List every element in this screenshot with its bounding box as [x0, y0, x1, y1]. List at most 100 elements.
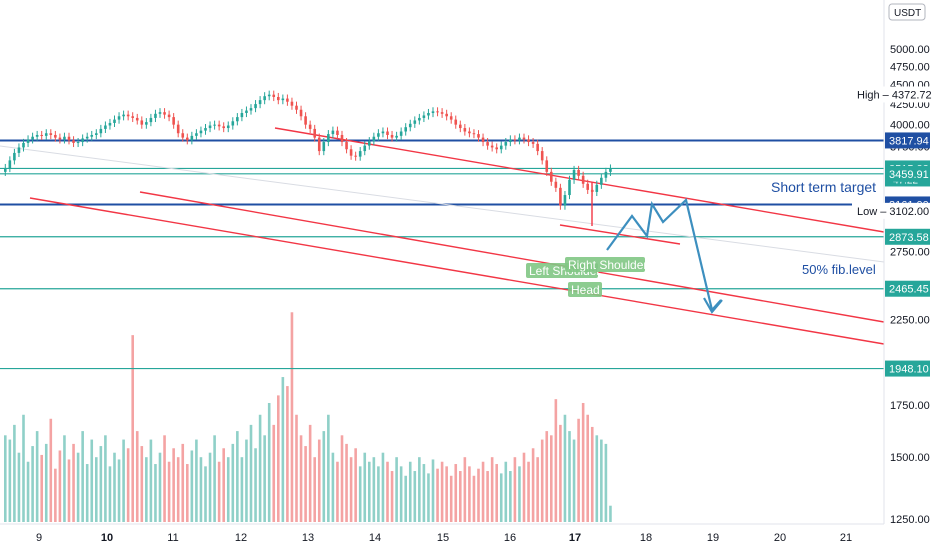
- candle: [240, 108, 244, 122]
- candle: [363, 141, 367, 156]
- volume-bar: [600, 439, 603, 522]
- volume-bar: [354, 448, 357, 522]
- candle: [135, 113, 139, 125]
- candle: [17, 143, 21, 158]
- time-tick-label: 9: [36, 532, 42, 544]
- time-tick-label: 11: [167, 532, 178, 544]
- candle: [81, 134, 84, 147]
- candle: [117, 112, 121, 124]
- candle: [58, 133, 62, 144]
- volume-bar: [604, 443, 608, 522]
- volume-bars: [4, 312, 612, 522]
- volume-bar: [199, 457, 203, 522]
- volume-bar: [126, 448, 130, 522]
- candle: [550, 167, 553, 186]
- candle: [440, 108, 444, 118]
- price-tick-label: 2250.00: [890, 315, 930, 327]
- volume-bar: [449, 475, 453, 522]
- time-tick-label: 20: [774, 532, 786, 544]
- candlesticks: [4, 90, 612, 210]
- volume-bar: [4, 435, 7, 522]
- volume-bar: [31, 446, 34, 522]
- channel-line-3: [0, 145, 885, 263]
- volume-bar: [81, 431, 84, 522]
- candle: [113, 115, 116, 128]
- candle: [204, 124, 207, 135]
- candle: [399, 127, 403, 140]
- candle: [481, 133, 485, 147]
- volume-bar: [349, 457, 353, 522]
- volume-bar: [509, 471, 512, 522]
- neckline: [559, 224, 681, 245]
- volume-bar: [518, 466, 521, 522]
- candle: [572, 165, 576, 184]
- candle: [531, 137, 535, 148]
- candle: [377, 129, 380, 141]
- price-tick-label: 2750.00: [890, 247, 930, 259]
- candle: [126, 110, 130, 121]
- volume-bar: [149, 439, 153, 522]
- volume-bar: [550, 435, 553, 522]
- candle: [145, 118, 148, 129]
- horizontal-levels: [0, 139, 884, 370]
- candle: [322, 137, 326, 156]
- candle: [386, 127, 389, 140]
- volume-bar: [222, 448, 225, 522]
- volume-bar: [499, 473, 503, 522]
- candle: [63, 132, 66, 144]
- volume-bar: [427, 473, 430, 522]
- candle: [76, 137, 80, 148]
- candle: [13, 148, 16, 165]
- time-axis[interactable]: 9 10 11 12 13 14 15 16 17 18 19 20 21: [0, 523, 884, 544]
- time-tick-label: 16: [504, 532, 516, 544]
- volume-bar: [563, 414, 567, 522]
- volume-bar: [135, 431, 139, 522]
- candle: [236, 113, 239, 126]
- candle: [67, 132, 71, 145]
- price-axis[interactable]: USDT 5000.004750.004500.004250.004000.00…: [852, 0, 932, 526]
- price-box: 3817.94: [885, 132, 930, 149]
- time-tick-label: 21: [840, 532, 852, 544]
- candle: [35, 130, 39, 141]
- volume-bar: [63, 435, 66, 522]
- volume-bar: [345, 443, 348, 522]
- price-tick-label: 1250.00: [890, 514, 930, 526]
- volume-bar: [527, 461, 530, 522]
- currency-badge[interactable]: [888, 3, 926, 21]
- volume-bar: [85, 464, 89, 522]
- volume-bar: [299, 435, 303, 522]
- volume-bar: [226, 457, 230, 522]
- candle: [381, 127, 385, 138]
- candle: [277, 92, 280, 105]
- candle: [190, 131, 194, 145]
- svg-text:2465.45: 2465.45: [889, 284, 929, 296]
- volume-bar: [277, 395, 280, 522]
- volume-bar: [13, 424, 16, 522]
- volume-bar: [231, 443, 235, 522]
- candle: [413, 116, 417, 128]
- candle: [245, 106, 248, 118]
- candle: [8, 156, 12, 173]
- candle: [418, 113, 421, 125]
- candle: [336, 126, 339, 140]
- volume-bar: [190, 450, 194, 522]
- volume-bar: [67, 459, 71, 522]
- volume-bar: [595, 435, 599, 522]
- volume-bar: [35, 431, 39, 522]
- volume-bar: [454, 464, 458, 522]
- volume-bar: [217, 461, 221, 522]
- volume-bar: [386, 461, 389, 522]
- volume-bar: [122, 439, 125, 522]
- volume-bar: [368, 461, 371, 522]
- volume-bar: [463, 457, 467, 522]
- volume-bar: [145, 457, 148, 522]
- candle: [513, 135, 517, 145]
- candle: [372, 132, 376, 146]
- volume-bar: [254, 448, 257, 522]
- candle: [104, 121, 107, 134]
- right-shoulder-tag: [565, 257, 645, 272]
- volume-bar: [590, 426, 594, 522]
- volume-bar: [213, 435, 216, 522]
- volume-bar: [249, 424, 253, 522]
